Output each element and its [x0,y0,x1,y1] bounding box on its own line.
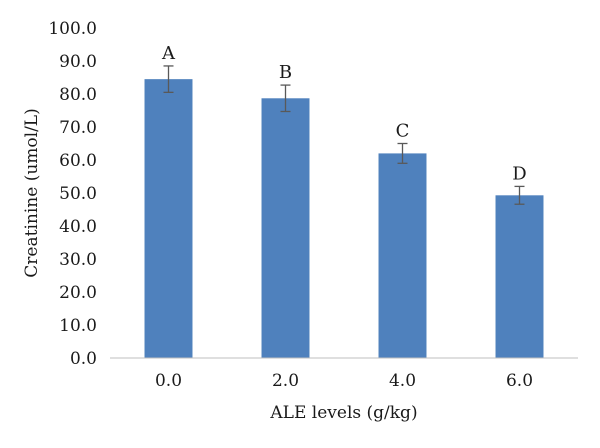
y-tick-label: 60.0 [59,151,97,171]
y-tick-label: 80.0 [59,85,97,105]
y-tick-label: 90.0 [59,52,97,72]
significance-label: D [512,163,526,184]
y-tick-label: 50.0 [59,184,97,204]
x-tick-label: 0.0 [155,371,182,391]
error-bar [280,84,291,113]
x-tick-label: 6.0 [506,371,533,391]
error-bar [514,185,525,205]
x-axis-title: ALE levels (g/kg) [269,403,417,423]
significance-labels: A B C D [161,43,527,184]
y-tick-label: 70.0 [59,118,97,138]
error-bar [397,142,408,164]
y-axis-title: Creatinine (umol/L) [22,108,42,277]
bar [378,153,427,358]
significance-label: C [396,121,410,142]
y-tick-label: 10.0 [59,316,97,336]
x-axis-ticks: 0.0 2.0 4.0 6.0 [155,371,533,391]
significance-label: A [161,43,176,64]
y-tick-label: 100.0 [48,19,97,39]
error-bars [163,65,525,205]
y-tick-label: 40.0 [59,217,97,237]
significance-label: B [279,62,292,83]
bar [144,79,193,359]
error-bar [163,65,174,93]
y-axis-ticks: 0.0 10.0 20.0 30.0 40.0 50.0 60.0 70.0 80.0 90.0 1… [48,19,97,369]
x-tick-label: 4.0 [389,371,416,391]
bar [261,98,310,358]
y-tick-label: 0.0 [70,349,97,369]
y-tick-label: 20.0 [59,283,97,303]
bars [144,79,544,359]
bar [495,195,544,358]
x-tick-label: 2.0 [272,371,299,391]
y-tick-label: 30.0 [59,250,97,270]
